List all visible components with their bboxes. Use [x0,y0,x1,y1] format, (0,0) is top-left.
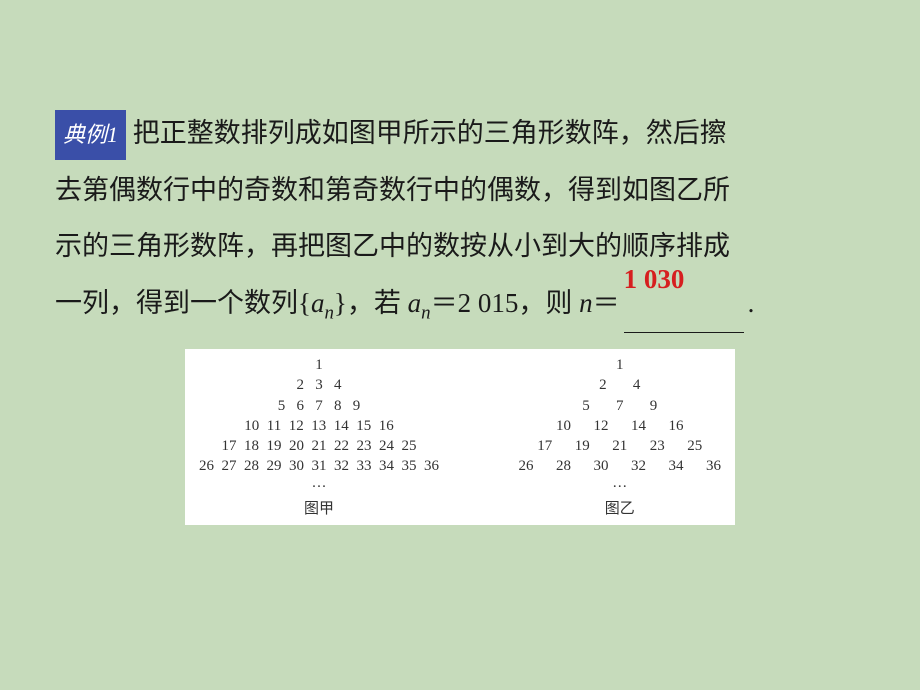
fa-row-3: 10 11 12 13 14 15 16 [244,416,393,436]
problem-line-4b: }，若 [334,288,408,318]
figure-b: 1 2 4 5 7 9 10 12 14 16 17 19 21 23 25 2… [519,355,722,519]
fb-row-3: 10 12 14 16 [556,416,684,436]
figure-a-caption: 图甲 [304,499,334,519]
seq-n: n [579,288,593,318]
figure-container: 1 2 3 4 5 6 7 8 9 10 11 12 13 14 15 16 1… [185,349,735,525]
fb-row-0: 1 [616,355,624,375]
fb-row-5: 26 28 30 32 34 36 [519,456,722,476]
fa-row-4: 17 18 19 20 21 22 23 24 25 [222,436,417,456]
seq-a-1: a [311,288,325,318]
problem-line-2: 去第偶数行中的奇数和第奇数行中的偶数，得到如图乙所 [55,175,730,205]
fb-row-4: 17 19 21 23 25 [537,436,702,456]
fa-row-6: ··· [312,477,327,497]
fb-row-1: 2 4 [599,375,640,395]
problem-line-3: 示的三角形数阵，再把图乙中的数按从小到大的顺序排成 [55,231,730,261]
seq-a-2: a [408,288,422,318]
problem-line-4d: ＝ [593,288,620,318]
fa-row-2: 5 6 7 8 9 [278,396,361,416]
problem-line-4c: ＝2 015，则 [431,288,580,318]
fb-row-2: 5 7 9 [582,396,657,416]
fa-row-0: 1 [315,355,323,375]
sub-n-2: n [421,302,430,323]
problem-text: 典例1 把正整数排列成如图甲所示的三角形数阵，然后擦 去第偶数行中的奇数和第奇数… [55,105,865,333]
fa-row-1: 2 3 4 [297,375,342,395]
answer-blank: 1 030 [624,275,744,333]
fb-row-6: ··· [612,477,627,497]
problem-line-1: 把正整数排列成如图甲所示的三角形数阵，然后擦 [126,118,727,148]
figure-b-caption: 图乙 [605,499,635,519]
period: . [748,288,755,318]
example-badge: 典例1 [55,110,126,160]
fa-row-5: 26 27 28 29 30 31 32 33 34 35 36 [199,456,439,476]
sub-n-1: n [324,302,333,323]
figure-a: 1 2 3 4 5 6 7 8 9 10 11 12 13 14 15 16 1… [199,355,439,519]
slide-content: 典例1 把正整数排列成如图甲所示的三角形数阵，然后擦 去第偶数行中的奇数和第奇数… [0,0,920,525]
problem-line-4a: 一列，得到一个数列{ [55,288,311,318]
